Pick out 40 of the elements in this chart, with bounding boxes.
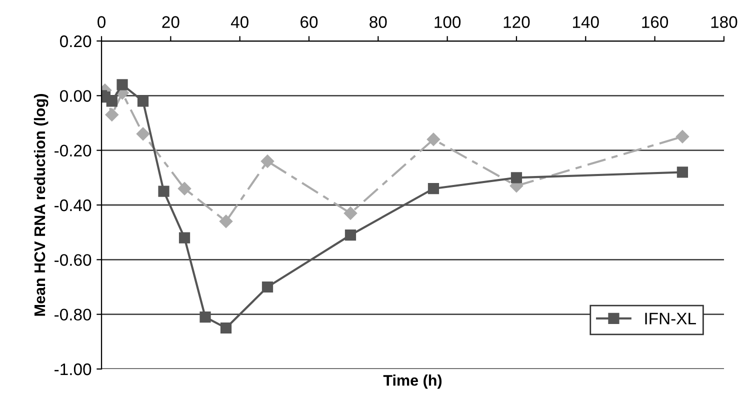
point: [510, 172, 522, 184]
x-tick-label: 180: [711, 16, 738, 28]
y-tick-label: 0.00: [60, 90, 92, 102]
x-tick-label: 120: [504, 16, 530, 28]
x-tick-label: 100: [434, 16, 461, 28]
x-tick-label: 20: [162, 16, 180, 28]
point: [178, 182, 192, 196]
y-axis-title: Mean HCV RNA reduction (log): [34, 94, 48, 316]
point: [426, 132, 440, 146]
point: [260, 154, 274, 168]
y-tick-label: -0.80: [54, 308, 92, 321]
point: [137, 96, 149, 107]
point: [116, 79, 128, 90]
legend-label: IFN-XL: [645, 312, 696, 324]
point: [158, 186, 170, 197]
point: [178, 232, 190, 244]
point: [219, 214, 233, 228]
point: [200, 312, 211, 323]
x-tick-label: 160: [642, 16, 668, 28]
point: [106, 96, 118, 107]
y-tick-label: 0.20: [60, 35, 92, 48]
x-tick-label: 40: [230, 16, 248, 28]
point: [220, 322, 232, 334]
point: [262, 281, 274, 293]
x-tick-label: 140: [573, 16, 599, 28]
point: [344, 206, 358, 220]
point: [676, 130, 690, 144]
x-axis-title: Time (h): [383, 374, 442, 389]
y-tick-label: -1.00: [54, 363, 92, 376]
y-tick-label: -0.60: [54, 254, 92, 266]
point: [428, 183, 440, 194]
point: [676, 166, 688, 178]
x-tick-label: 80: [370, 16, 387, 28]
point: [344, 230, 356, 241]
y-tick-label: -0.20: [54, 144, 92, 157]
x-tick-label: 60: [300, 16, 318, 28]
y-tick-label: -0.40: [54, 199, 92, 212]
x-tick-label: 0: [98, 16, 106, 28]
point: [136, 127, 150, 141]
point: [105, 108, 118, 122]
